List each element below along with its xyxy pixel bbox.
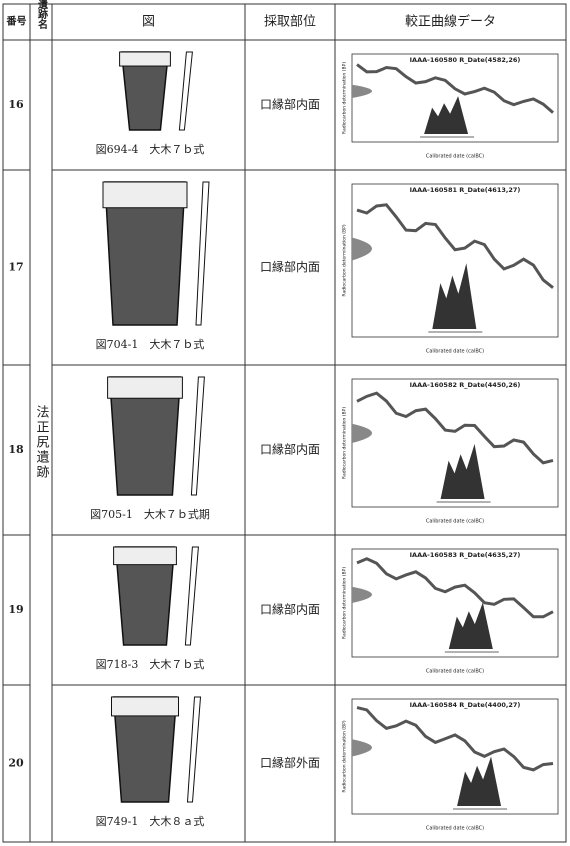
calibration-curve <box>356 391 554 465</box>
figure-caption: 図705-1 大木７ｂ式期 <box>90 507 210 521</box>
pottery-section <box>184 546 199 646</box>
chart-title: IAAA-160582 R_Date(4450,26) <box>410 381 521 389</box>
radiocarbon-distribution <box>352 84 372 98</box>
chart-y-label: Radiocarbon determination (BP) <box>342 407 348 479</box>
calibration-curve <box>356 203 554 289</box>
chart-frame <box>351 698 559 815</box>
sample-part: 口縁部内面 <box>260 259 320 274</box>
pottery-rim <box>102 181 188 209</box>
radiocarbon-distribution <box>352 586 372 603</box>
chart-y-label: Radiocarbon determination (BP) <box>342 62 348 134</box>
figure-caption: 図704-1 大木７ｂ式 <box>96 337 205 351</box>
calibrated-distribution <box>448 602 493 649</box>
pottery-section <box>195 181 210 326</box>
calibration-curve <box>356 63 554 114</box>
chart-title: IAAA-160581 R_Date(4613,27) <box>410 186 521 194</box>
pottery-section <box>178 51 193 131</box>
calibrated-distribution <box>440 443 485 499</box>
site-name: 法正尻遺跡 <box>34 405 50 480</box>
sample-part: 口縁部外面 <box>260 755 320 770</box>
chart-title: IAAA-160584 R_Date(4400,27) <box>410 701 521 709</box>
chart-x-label: Calibrated date (calBC) <box>426 349 484 355</box>
row-number: 17 <box>8 261 23 274</box>
header-cell: 採取部位 <box>264 15 316 30</box>
row-number: 18 <box>8 443 24 456</box>
figure-caption: 図749-1 大木８ａ式 <box>96 814 205 828</box>
figure-caption: 図694-4 大木７ｂ式 <box>96 142 205 156</box>
header-cell: 番号 <box>6 15 27 28</box>
chart-x-label: Calibrated date (calBC) <box>426 669 484 675</box>
chart-y-label: Radiocarbon determination (BP) <box>342 224 348 296</box>
row-number: 16 <box>8 98 24 111</box>
chart-title: IAAA-160583 R_Date(4635,27) <box>410 551 521 559</box>
chart-y-label: Radiocarbon determination (BP) <box>342 567 348 639</box>
figure-caption: 図718-3 大木７ｂ式 <box>96 657 205 671</box>
pottery-rim <box>111 696 179 717</box>
radiocarbon-distribution <box>352 423 372 443</box>
chart-x-label: Calibrated date (calBC) <box>426 826 484 832</box>
header-cell: 較正曲線データ <box>405 14 496 30</box>
sample-part: 口縁部内面 <box>260 97 320 112</box>
header-cell: 図 <box>142 15 155 30</box>
calibrated-distribution <box>457 756 502 806</box>
radiocarbon-distribution <box>352 739 372 757</box>
row-number: 19 <box>8 603 23 616</box>
calibration-curve <box>356 557 554 619</box>
sample-part: 口縁部内面 <box>260 442 320 457</box>
chart-y-label: Radiocarbon determination (BP) <box>342 720 348 792</box>
chart-title: IAAA-160580 R_Date(4582,26) <box>410 56 521 64</box>
pottery-section <box>190 376 205 496</box>
pottery-rim <box>113 546 177 566</box>
table-border <box>2 3 567 843</box>
calibrated-distribution <box>432 263 477 329</box>
pottery-rim <box>107 376 183 399</box>
radiocarbon-distribution <box>352 237 372 261</box>
chart-x-label: Calibrated date (calBC) <box>426 154 484 160</box>
sample-part: 口縁部内面 <box>260 602 320 617</box>
row-number: 20 <box>8 757 24 770</box>
calibrated-distribution <box>424 96 469 134</box>
pottery-section <box>186 696 202 803</box>
pottery-rim <box>119 51 171 67</box>
header-cell: 遺跡名 <box>36 0 49 30</box>
chart-x-label: Calibrated date (calBC) <box>426 519 484 525</box>
calibration-curve <box>356 706 554 772</box>
